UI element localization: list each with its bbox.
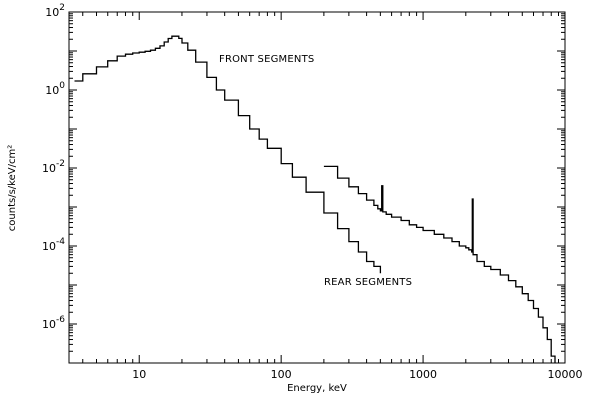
x-axis-label: Energy, keV [287, 383, 347, 394]
plot-frame [68, 11, 566, 364]
data-series [74, 35, 556, 363]
series-line-2 [323, 165, 556, 363]
x-tick-label: 10 [132, 368, 146, 381]
x-tick-label: 100 [271, 368, 292, 381]
y-tick-label: 100 [45, 81, 65, 97]
annotation-front-segments: FRONT SEGMENTS [219, 54, 314, 65]
annotation-rear-segments: REAR SEGMENTS [324, 277, 412, 288]
axis-ticks [69, 11, 566, 364]
y-tick-label: 10-6 [42, 315, 65, 331]
x-tick-label: 1000 [409, 368, 437, 381]
x-tick-label: 10000 [548, 368, 583, 381]
y-tick-label: 102 [45, 3, 65, 19]
series-line-1 [74, 35, 382, 274]
y-axis-label: counts/s/keV/cm² [7, 145, 18, 231]
y-tick-label: 10-2 [42, 159, 65, 175]
y-tick-label: 10-4 [42, 237, 65, 253]
